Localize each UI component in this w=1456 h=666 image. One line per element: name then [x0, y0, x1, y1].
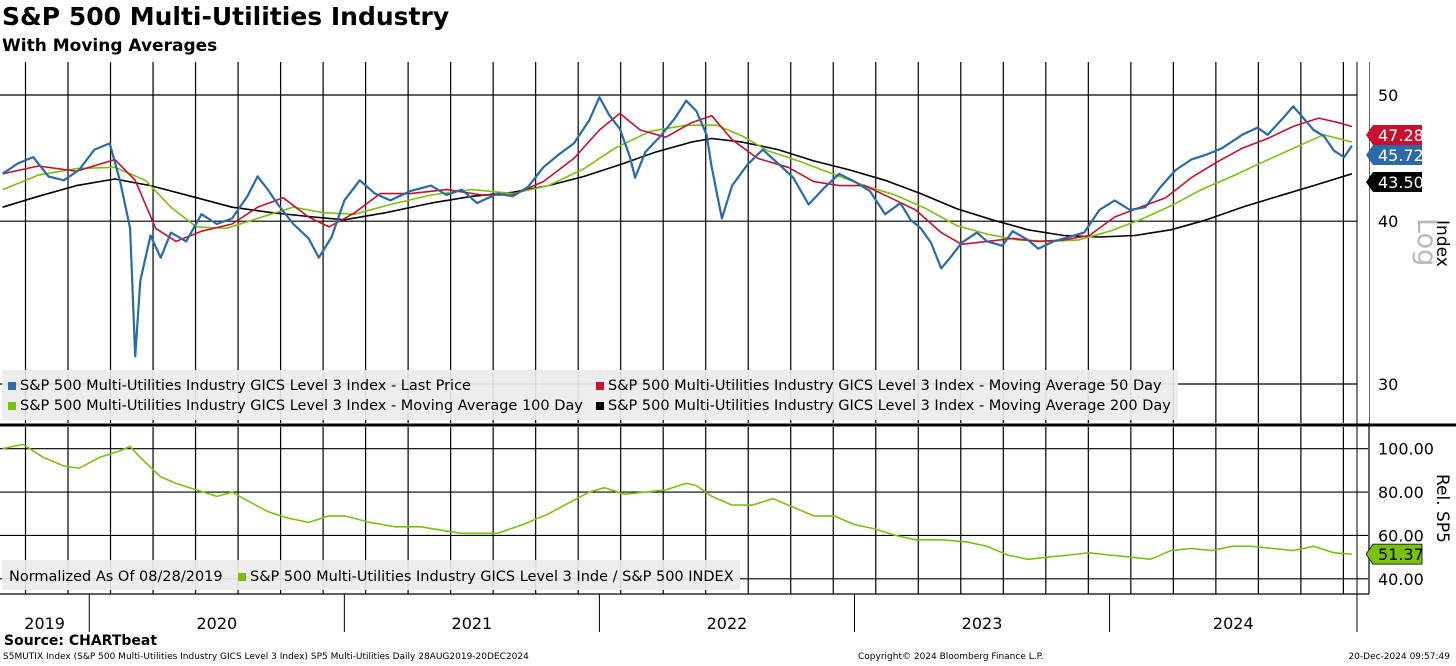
legend-label: S&P 500 Multi-Utilities Industry GICS Le… — [608, 378, 1162, 394]
x-tick-label: 2019 — [24, 614, 65, 633]
chart-subtitle: With Moving Averages — [2, 36, 218, 56]
x-tick-label: 2024 — [1213, 614, 1254, 633]
x-tick-label: 2020 — [196, 614, 237, 633]
y-tick-label: 40 — [1378, 212, 1398, 231]
end-value-tag — [1366, 172, 1422, 192]
y-tick-label: 50 — [1378, 86, 1398, 105]
legend-box — [2, 370, 1178, 420]
series-line-ma50 — [2, 112, 1353, 246]
legend-swatch — [238, 573, 246, 581]
y-tick-label: 40.00 — [1378, 570, 1424, 589]
legend-label: S&P 500 Multi-Utilities Industry GICS Le… — [250, 569, 734, 585]
timestamp: 20-Dec-2024 09:57:49 — [1348, 652, 1450, 662]
end-value-label: 45.72 — [1378, 146, 1424, 165]
y-axis-title: Rel. SP5 — [1432, 474, 1452, 543]
end-value-tag — [1366, 125, 1422, 145]
y-tick-label: 80.00 — [1378, 483, 1424, 502]
series-description: S5MUTIX Index (S&P 500 Multi-Utilities I… — [3, 652, 529, 662]
legend-swatch — [596, 382, 604, 390]
legend-swatch — [596, 402, 604, 410]
legend-swatch — [8, 382, 16, 390]
end-value-tag — [1366, 145, 1422, 165]
series-line-last-price — [1, 96, 1353, 358]
source-note: Source: CHARTbeat — [4, 633, 158, 649]
legend-label: Normalized As Of 08/28/2019 — [9, 569, 223, 585]
axis-gutter — [1357, 62, 1369, 423]
x-tick-label: 2022 — [707, 614, 748, 633]
legend-label: S&P 500 Multi-Utilities Industry GICS Le… — [608, 398, 1171, 414]
x-tick-label: 2023 — [962, 614, 1003, 633]
scale-label: Log — [1411, 218, 1442, 266]
copyright-note: Copyright© 2024 Bloomberg Finance L.P. — [858, 652, 1044, 662]
legend-swatch — [8, 402, 16, 410]
y-tick-label: 60.00 — [1378, 526, 1424, 545]
series-line-ma100 — [2, 124, 1353, 243]
end-value-tag — [1365, 543, 1423, 565]
end-value-label: 47.28 — [1378, 126, 1424, 145]
series-line-ma200 — [2, 137, 1353, 238]
y-axis-title: Index — [1432, 220, 1452, 267]
chart-title: S&P 500 Multi-Utilities Industry — [2, 2, 450, 31]
x-tick-label: 2021 — [452, 614, 493, 633]
legend-label: S&P 500 Multi-Utilities Industry GICS Le… — [20, 378, 471, 394]
y-tick-label: 30 — [1378, 375, 1398, 394]
legend-box — [2, 560, 740, 590]
legend-label: S&P 500 Multi-Utilities Industry GICS Le… — [20, 398, 583, 414]
y-tick-label: 100.00 — [1378, 440, 1434, 459]
end-value-label: 43.50 — [1378, 173, 1424, 192]
series-line-relative-sp5 — [2, 443, 1352, 561]
end-value-label: 51.37 — [1378, 545, 1424, 564]
